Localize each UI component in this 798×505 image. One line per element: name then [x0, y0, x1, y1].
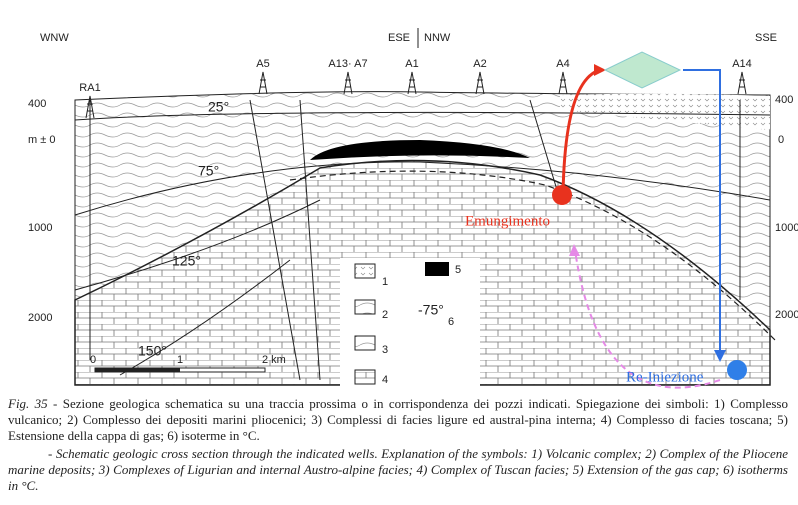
legend: 1 2 3 4 5 6 -75° — [340, 258, 480, 388]
well-label: RA1 — [79, 82, 100, 94]
well-derrick — [259, 72, 267, 94]
page: WNW ESE NNW SSE 25° 75° 125° 150° RA1 A5 A… — [0, 0, 798, 505]
well-label: A2 — [473, 58, 486, 70]
caption-english: - Schematic geologic cross section throu… — [8, 446, 788, 494]
header-left: WNW — [40, 32, 69, 44]
scale-label: 0 — [90, 354, 96, 366]
cross-section: WNW ESE NNW SSE 25° 75° 125° 150° RA1 A5 A… — [0, 0, 798, 396]
well-label: A5 — [256, 58, 269, 70]
headers: WNW ESE NNW SSE — [40, 28, 777, 48]
well-derrick — [408, 72, 416, 94]
depth-label: 0 — [778, 134, 784, 146]
header-center-right: NNW — [424, 32, 451, 44]
well-derrick — [738, 72, 746, 94]
depth-label: 2000 — [775, 309, 798, 321]
well-label: A14 — [732, 58, 752, 70]
surface-plant — [605, 52, 680, 88]
legend-number: 3 — [382, 344, 388, 356]
depth-label: 400 — [28, 98, 46, 110]
well-label: A4 — [556, 58, 569, 70]
depth-label: 2000 — [28, 312, 52, 324]
well-derrick — [559, 72, 567, 94]
caption-text: - Sezione geologica schematica su una tr… — [8, 396, 788, 443]
isotherm-label: 75° — [198, 163, 219, 179]
depth-label: 1000 — [775, 222, 798, 234]
isotherm-label: 150° — [138, 343, 167, 359]
depth-right: 400 0 1000 2000 — [775, 94, 798, 321]
scale-label: 2 km — [262, 354, 286, 366]
isotherm-label: 125° — [172, 253, 201, 269]
depth-label: m ± 0 — [28, 134, 55, 146]
well-derrick — [476, 72, 484, 94]
header-right: SSE — [755, 32, 777, 44]
depth-left: 400 m ± 0 1000 2000 — [28, 98, 55, 324]
extraction-label: Emungimento — [465, 213, 550, 229]
well-label: A1 — [405, 58, 418, 70]
legend-number: 4 — [382, 374, 388, 386]
depth-label: 1000 — [28, 222, 52, 234]
caption-italian: Fig. 35 - Sezione geologica schematica s… — [8, 396, 788, 444]
reinjection-label: Re-Iniezione — [626, 369, 704, 385]
legend-number: 6 — [448, 316, 454, 328]
well-label: A13· A7 — [328, 58, 367, 70]
scale-label: 1 — [177, 354, 183, 366]
well-derrick — [344, 72, 352, 94]
legend-number: 5 — [455, 264, 461, 276]
legend-number: 2 — [382, 309, 388, 321]
legend-isotherm: -75° — [418, 302, 444, 318]
isotherm-label: 25° — [208, 99, 229, 115]
legend-number: 1 — [382, 276, 388, 288]
depth-label: 400 — [775, 94, 793, 106]
header-center-left: ESE — [388, 32, 410, 44]
caption-label: Fig. 35 — [8, 396, 48, 411]
